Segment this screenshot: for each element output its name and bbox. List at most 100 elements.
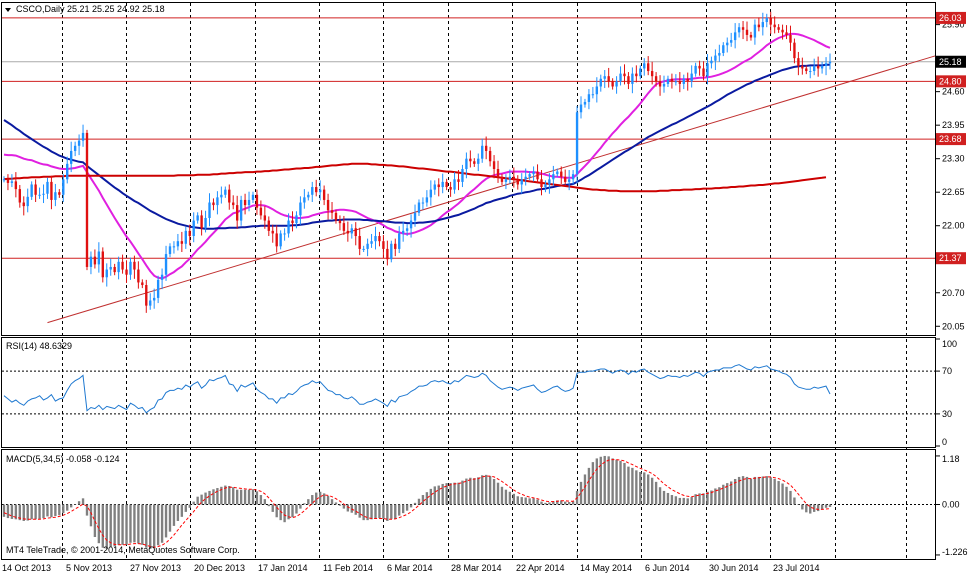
- candle: [137, 261, 140, 289]
- candle: [465, 152, 468, 179]
- macd-bar: [247, 489, 251, 505]
- macd-bar: [70, 504, 73, 508]
- candle: [484, 136, 488, 160]
- candle: [54, 183, 57, 207]
- candle: [338, 215, 342, 231]
- x-tick-label: 27 Nov 2013: [130, 563, 181, 573]
- candle: [516, 175, 519, 190]
- candle: [152, 288, 156, 309]
- macd-bar: [623, 462, 626, 505]
- candle: [753, 19, 757, 45]
- macd-bar: [101, 504, 104, 548]
- candle: [469, 150, 472, 168]
- macd-bar: [571, 501, 575, 505]
- macd-bar: [133, 504, 136, 543]
- macd-bar: [682, 497, 685, 505]
- candle: [291, 211, 294, 232]
- macd-bar: [769, 477, 772, 505]
- candle: [34, 179, 37, 202]
- macd-bar: [232, 487, 235, 505]
- macd-bar: [279, 504, 282, 521]
- macd-bar: [145, 504, 148, 548]
- macd-bar: [429, 488, 433, 505]
- macd-bar: [631, 467, 634, 505]
- macd-bar: [212, 489, 215, 505]
- macd-bar: [801, 504, 804, 510]
- candle: [38, 187, 41, 199]
- candle: [164, 245, 168, 281]
- macd-bar: [188, 504, 191, 508]
- candle: [259, 200, 263, 220]
- candle: [156, 275, 160, 304]
- macd-bar: [109, 504, 112, 548]
- macd-bar: [816, 504, 820, 512]
- candle: [461, 164, 464, 188]
- candle: [512, 167, 516, 188]
- moving-average-sma_slow: [3, 162, 827, 193]
- macd-bar: [591, 462, 595, 505]
- candle: [607, 67, 610, 88]
- candle: [437, 178, 440, 197]
- candle: [666, 75, 670, 88]
- macd-bar: [749, 478, 753, 505]
- macd-bar: [765, 476, 768, 505]
- macd-bar: [156, 504, 160, 546]
- macd-bar: [548, 502, 551, 505]
- candle: [62, 174, 65, 202]
- candle: [216, 191, 219, 215]
- macd-bar: [255, 491, 259, 505]
- candle: [623, 64, 626, 85]
- macd-bar: [674, 496, 678, 505]
- candle: [449, 181, 452, 197]
- x-tick-label: 28 Mar 2014: [451, 563, 502, 573]
- macd-bar: [813, 504, 816, 512]
- macd-bar: [761, 476, 764, 505]
- candle: [532, 166, 535, 182]
- price-chart-title: CSCO,Daily 25.21 25.25 24.92 25.18: [16, 4, 165, 14]
- macd-bar: [200, 494, 203, 505]
- panel-dropdown-icon[interactable]: [5, 8, 11, 12]
- macd-bar: [220, 486, 223, 505]
- candle: [149, 293, 152, 310]
- macd-bar: [113, 504, 116, 547]
- macd-bar: [805, 504, 808, 513]
- candle: [97, 242, 101, 273]
- candle: [283, 228, 286, 241]
- candle: [121, 254, 124, 274]
- macd-bar: [520, 497, 523, 505]
- macd-bar: [619, 460, 622, 505]
- candle: [769, 11, 772, 34]
- macd-bar: [184, 504, 187, 512]
- macd-bar: [386, 504, 389, 521]
- macd-bar: [453, 482, 456, 505]
- candle: [105, 263, 108, 287]
- macd-bar: [599, 456, 602, 505]
- macd-bar: [176, 504, 180, 521]
- macd-bar: [544, 502, 547, 505]
- macd-bar: [334, 502, 338, 505]
- macd-bar: [54, 504, 57, 517]
- candle: [686, 72, 689, 91]
- candle: [583, 98, 587, 108]
- candle: [793, 38, 796, 64]
- candle: [477, 153, 480, 172]
- candle: [10, 174, 14, 188]
- candle: [160, 268, 164, 290]
- macd-bar: [635, 470, 638, 505]
- x-tick-label: 6 Mar 2014: [387, 563, 433, 573]
- candle: [287, 213, 290, 238]
- candle: [540, 170, 543, 196]
- macd-y-tick-label: -1.226: [942, 547, 968, 557]
- candle: [674, 74, 678, 86]
- candle: [235, 195, 239, 229]
- candle: [168, 243, 172, 258]
- macd-bar: [710, 490, 713, 505]
- candle: [176, 233, 180, 251]
- macd-bar: [615, 459, 618, 505]
- macd-bar: [330, 499, 334, 505]
- trendline[interactable]: [47, 55, 936, 324]
- macd-bar: [224, 485, 227, 505]
- candle: [50, 175, 53, 210]
- macd-chart-title: MACD(5,34,5) -0.058 -0.124: [6, 454, 120, 464]
- candle: [694, 62, 697, 77]
